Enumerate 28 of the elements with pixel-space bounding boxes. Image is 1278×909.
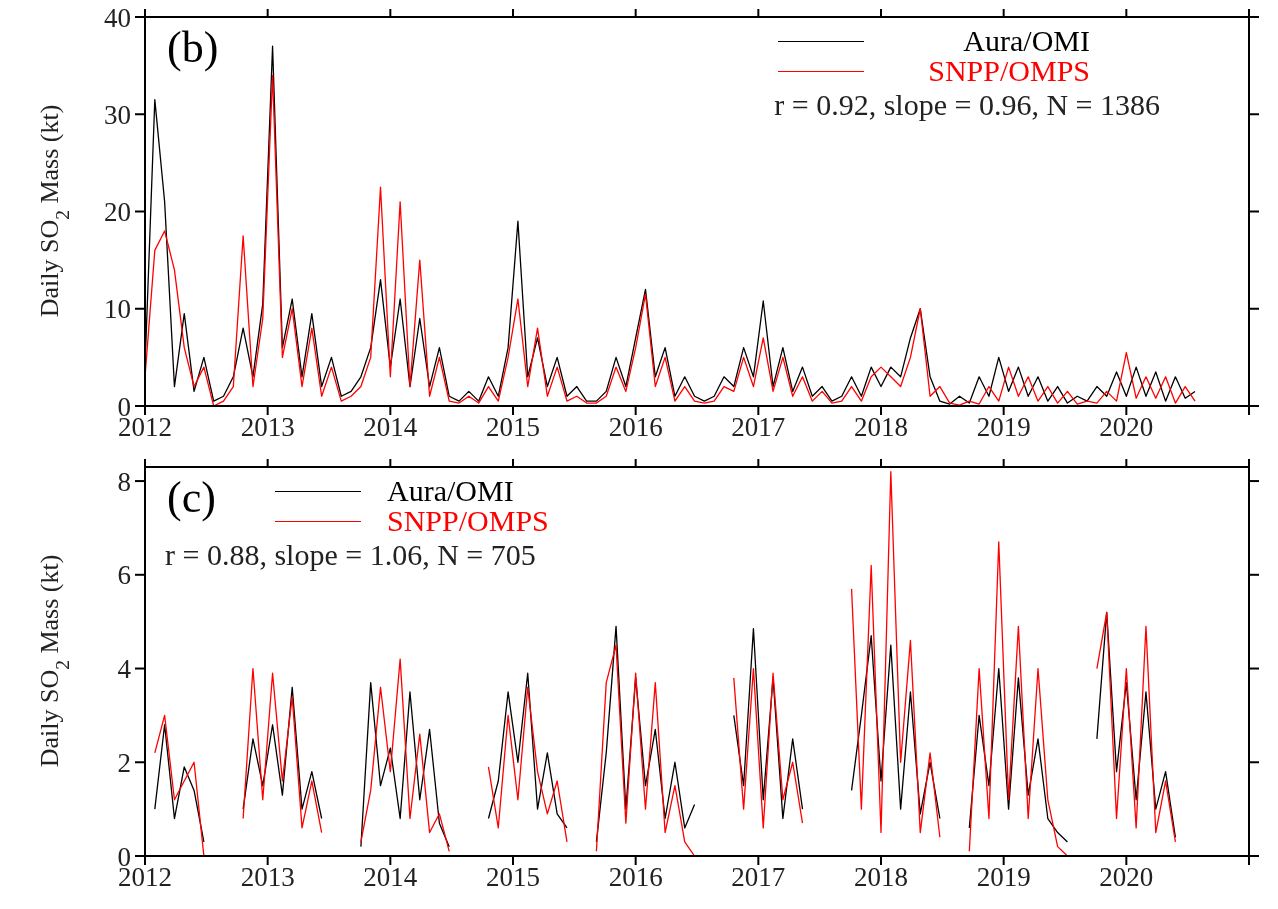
y-tick-label: 4	[117, 654, 132, 685]
annotation: (c)	[167, 472, 216, 523]
x-tick-label: 2013	[240, 412, 295, 443]
x-tick-label: 2014	[363, 412, 418, 443]
y-tick-label: 10	[104, 294, 131, 325]
x-tick-label: 2015	[486, 412, 540, 443]
annotation: r = 0.88, slope = 1.06, N = 705	[165, 538, 537, 572]
annotation: r = 0.92, slope = 0.96, N = 1386	[774, 88, 1160, 122]
x-tick-label: 2017	[731, 412, 786, 443]
y-tick-label: 6	[117, 560, 131, 591]
y-tick-label: 20	[104, 197, 131, 228]
x-tick-label: 2018	[854, 862, 908, 893]
x-tick-label: 2017	[731, 862, 786, 893]
y-tick-label: 2	[117, 747, 131, 778]
x-tick-label: 2019	[976, 862, 1031, 893]
y-tick-label: 40	[104, 2, 131, 33]
x-tick-label: 2019	[976, 412, 1031, 443]
x-tick-label: 2015	[486, 862, 540, 893]
annotation: (b)	[167, 22, 219, 73]
x-tick-label: 2014	[363, 862, 418, 893]
y-tick-label: 8	[117, 466, 131, 497]
x-tick-label: 2018	[854, 412, 908, 443]
x-tick-label: 2016	[608, 862, 663, 893]
x-tick-label: 2013	[240, 862, 295, 893]
x-tick-label: 2020	[1099, 862, 1154, 893]
y-tick-label: 30	[104, 99, 131, 130]
x-tick-label: 2016	[608, 412, 663, 443]
x-tick-label: 2020	[1099, 412, 1154, 443]
